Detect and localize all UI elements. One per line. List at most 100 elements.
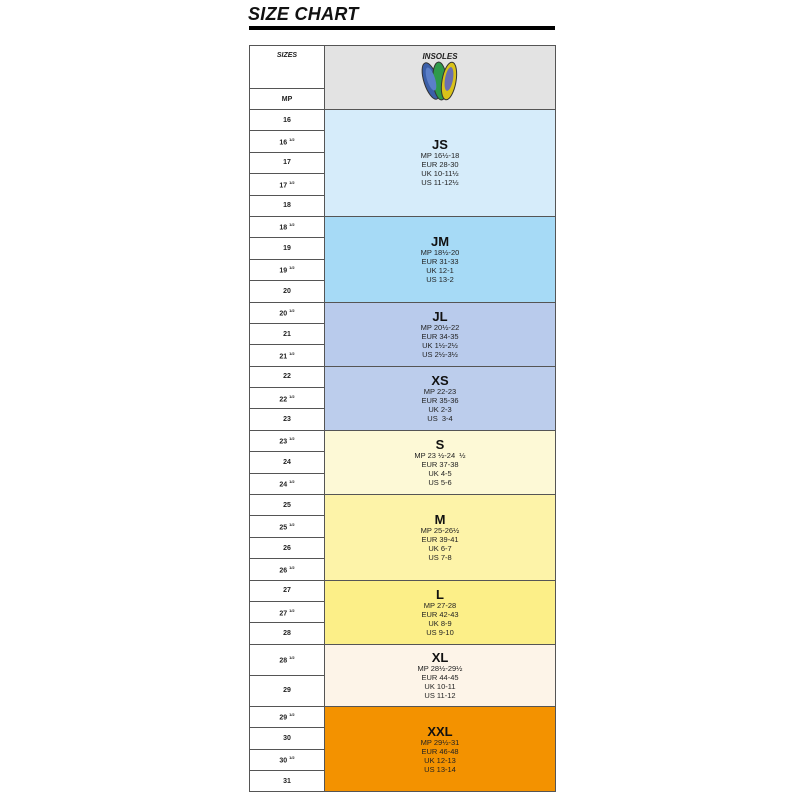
mp-size-value: 19 bbox=[279, 267, 288, 275]
mp-size-value: 24 bbox=[283, 458, 291, 466]
size-conversion-line: US 13-14 bbox=[424, 764, 456, 774]
size-conversion-line: MP 28½-29½ bbox=[417, 663, 463, 673]
size-conversion-line: UK 12-1 bbox=[426, 265, 454, 275]
mp-size-value: 27 bbox=[279, 609, 288, 617]
size-conversion-line: EUR 35-36 bbox=[421, 395, 459, 405]
size-row: 18 1/2 JM MP 18½-20 EUR 31-33 UK 12-1 US 13-2 bbox=[249, 215, 556, 303]
insole-size-s: S MP 23 ½-24 ½ EUR 37-38 UK 4-5 US 5-6 bbox=[324, 429, 556, 496]
size-row: 27 L MP 27-28 EUR 42-43 UK 8-9 US 9-10 bbox=[249, 579, 556, 645]
mp-size-cell: 25 1/2 bbox=[249, 515, 325, 538]
mp-size-cell: 28 bbox=[249, 622, 325, 645]
size-conversion-line: US 13-2 bbox=[426, 274, 454, 284]
mp-size-cell: 18 bbox=[249, 194, 325, 217]
half-size-mark: 1/2 bbox=[289, 564, 295, 570]
mp-size-cell: 29 bbox=[249, 674, 325, 707]
size-conversion-line: UK 10-11 bbox=[424, 681, 456, 691]
size-row: 28 1/2 XL MP 28½-29½ EUR 44-45 UK 10-11 US 11… bbox=[249, 643, 556, 707]
mp-size-cell: 17 1/2 bbox=[249, 173, 325, 196]
title-underline bbox=[249, 26, 555, 30]
mp-size-cell: 23 1/2 bbox=[249, 429, 325, 453]
mp-size-cell: 26 1/2 bbox=[249, 558, 325, 581]
insole-size-l: L MP 27-28 EUR 42-43 UK 8-9 US 9-10 bbox=[324, 579, 556, 645]
half-size-mark: 1/2 bbox=[289, 607, 295, 613]
size-conversion-line: US 2½-3½ bbox=[422, 349, 458, 359]
half-size-mark: 1/2 bbox=[289, 521, 295, 527]
half-size-mark: 1/2 bbox=[289, 479, 295, 485]
size-conversion-line: UK 4-5 bbox=[428, 468, 452, 478]
size-conversion-line: MP 18½-20 bbox=[420, 247, 460, 257]
size-conversion-line: UK 10-11½ bbox=[421, 169, 459, 179]
mp-size-cell: 26 bbox=[249, 536, 325, 560]
insole-size-code: L bbox=[436, 586, 444, 602]
half-size-mark: 1/2 bbox=[289, 350, 295, 356]
size-row: 22 XS MP 22-23 EUR 35-36 UK 2-3 US 3-4 bbox=[249, 365, 556, 431]
mp-size-value: 17 bbox=[279, 182, 288, 190]
size-row: 20 1/2 JL MP 20½-22 EUR 34-35 UK 1½-2½ US 2½-… bbox=[249, 301, 556, 367]
mp-size-value: 22 bbox=[283, 373, 291, 381]
mp-size-cell: 19 1/2 bbox=[249, 258, 325, 282]
size-row: 30 bbox=[249, 727, 556, 750]
size-conversion-line: EUR 28-30 bbox=[421, 160, 459, 170]
size-conversion-line: MP 29½-31 bbox=[420, 737, 460, 747]
mp-size-cell: 19 bbox=[249, 237, 325, 260]
size-conversion-line: UK 2-3 bbox=[428, 404, 452, 414]
size-row: 19 1/2 bbox=[249, 258, 556, 282]
size-row: 24 1/2 bbox=[249, 472, 556, 496]
size-row: 17 bbox=[249, 151, 556, 175]
mp-size-value: 23 bbox=[283, 416, 291, 424]
mp-size-cell: 23 bbox=[249, 408, 325, 431]
half-size-mark: 1/2 bbox=[289, 393, 295, 399]
mp-size-cell: 25 bbox=[249, 494, 325, 517]
insoles-header: INSOLES bbox=[324, 45, 556, 110]
size-row: 26 bbox=[249, 536, 556, 560]
size-conversion-line: US 5-6 bbox=[428, 477, 452, 487]
mp-size-value: 20 bbox=[279, 310, 288, 318]
size-conversion-line: EUR 46-48 bbox=[421, 746, 459, 756]
half-size-mark: 1/2 bbox=[289, 655, 295, 661]
size-row: 25 1/2 bbox=[249, 515, 556, 538]
insole-size-code: JM bbox=[430, 233, 450, 249]
mp-size-value: 30 bbox=[279, 757, 288, 765]
page-title: SIZE CHART bbox=[248, 4, 359, 24]
size-conversion-line: MP 23 ½-24 ½ bbox=[414, 450, 466, 460]
mp-size-cell: 21 1/2 bbox=[249, 344, 325, 367]
mp-size-cell: 21 bbox=[249, 322, 325, 346]
mp-size-value: 19 bbox=[283, 245, 291, 253]
mp-size-cell: 29 1/2 bbox=[249, 705, 325, 729]
half-size-mark: 1/2 bbox=[289, 308, 295, 314]
insole-size-code: XS bbox=[431, 372, 449, 388]
mp-size-value: 29 bbox=[283, 687, 291, 695]
mp-size-value: 26 bbox=[283, 544, 291, 552]
mp-size-value: 30 bbox=[283, 734, 291, 742]
half-size-mark: 1/2 bbox=[289, 755, 295, 761]
size-conversion-line: EUR 34-35 bbox=[421, 331, 459, 341]
mp-size-value: 23 bbox=[279, 438, 288, 446]
size-conversion-line: EUR 37-38 bbox=[421, 459, 459, 469]
mp-size-value: 27 bbox=[283, 587, 291, 595]
size-row: 23 bbox=[249, 408, 556, 431]
mp-size-value: 16 bbox=[283, 116, 291, 124]
mp-size-cell: 30 1/2 bbox=[249, 748, 325, 771]
size-conversion-line: US 7-8 bbox=[428, 552, 452, 562]
mp-size-cell: 20 1/2 bbox=[249, 301, 325, 324]
size-conversion-line: MP 20½-22 bbox=[420, 322, 460, 332]
mp-size-value: 16 bbox=[279, 139, 288, 147]
size-row: 21 1/2 bbox=[249, 344, 556, 367]
size-conversion-line: UK 6-7 bbox=[428, 543, 452, 553]
mp-size-value: 20 bbox=[283, 287, 291, 295]
mp-size-cell: 24 1/2 bbox=[249, 472, 325, 496]
insole-size-jm: JM MP 18½-20 EUR 31-33 UK 12-1 US 13-2 bbox=[324, 215, 556, 303]
size-conversion-line: UK 8-9 bbox=[428, 618, 452, 628]
size-chart-table: SIZES INSOLES MP 16 JS MP 16½-18 EUR 28-30 U… bbox=[249, 45, 556, 793]
insoles-image bbox=[421, 61, 458, 101]
half-size-mark: 1/2 bbox=[289, 712, 295, 718]
insole-size-code: JL bbox=[432, 308, 448, 324]
sizes-header: SIZES bbox=[249, 45, 325, 89]
mp-size-value: 21 bbox=[283, 330, 291, 338]
size-row: 29 1/2 XXL MP 29½-31 EUR 46-48 UK 12-13 US 13… bbox=[249, 705, 556, 793]
size-row: 17 1/2 bbox=[249, 173, 556, 196]
size-conversion-line: MP 22-23 bbox=[423, 386, 457, 396]
mp-size-cell: 31 bbox=[249, 769, 325, 793]
mp-size-value: 18 bbox=[283, 202, 291, 210]
insole-size-code: M bbox=[434, 511, 446, 527]
